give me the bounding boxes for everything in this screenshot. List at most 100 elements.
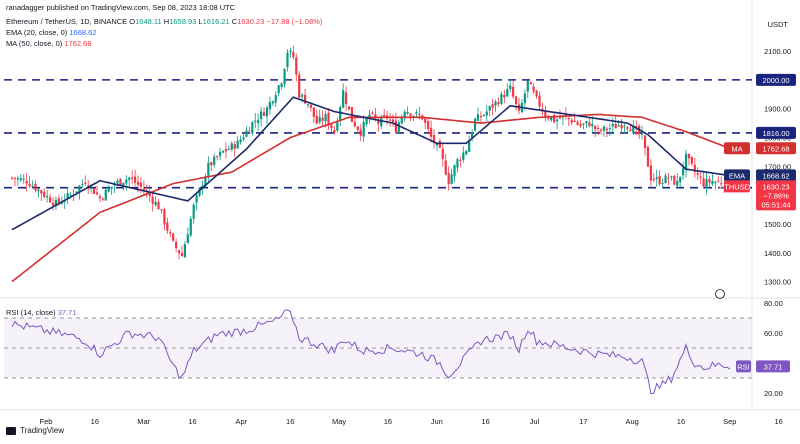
low-value: 1616.21 xyxy=(202,17,230,26)
indicator-value-badge xyxy=(756,180,796,211)
level-price-badge xyxy=(756,73,796,86)
candle-body xyxy=(347,106,351,110)
ema20-line xyxy=(11,96,731,231)
close-label: C xyxy=(231,17,238,26)
rsi-value-badge xyxy=(756,360,790,373)
candle-body xyxy=(391,119,395,123)
candle-body xyxy=(635,126,638,128)
price-axis-tick-label: 1500.00 xyxy=(764,220,791,229)
candle-body xyxy=(133,176,137,183)
candle-body xyxy=(75,191,78,193)
candle-body xyxy=(280,83,283,88)
time-axis-tick-label: 16 xyxy=(286,417,294,426)
rsi-name-badge xyxy=(736,360,751,373)
time-axis-tick-label: Jul xyxy=(530,417,540,426)
candle-body xyxy=(327,112,330,125)
candle-body xyxy=(189,218,192,236)
candle-body xyxy=(359,129,362,136)
candle-body xyxy=(298,74,301,98)
candle-body xyxy=(444,160,447,175)
indicator-value-badge xyxy=(756,142,796,155)
candle-body xyxy=(175,241,178,249)
candle-body xyxy=(585,121,588,124)
candle-body xyxy=(154,201,157,206)
rsi-legend-label: RSI (14, close) xyxy=(6,308,56,317)
rsi-axis-tick-label: 60.00 xyxy=(764,329,783,338)
open-value: 1648.11 xyxy=(135,17,162,26)
candle-body xyxy=(547,117,550,119)
candle-body xyxy=(177,250,181,254)
candle-body xyxy=(649,165,652,181)
candle-body xyxy=(46,195,49,198)
tradingview-logo[interactable]: TradingView xyxy=(6,426,64,435)
candle-body xyxy=(180,253,184,257)
time-axis-tick-label: May xyxy=(332,417,346,426)
candle-body xyxy=(514,96,518,105)
candle-body xyxy=(95,192,99,195)
candle-body xyxy=(122,182,125,186)
rsi-line xyxy=(11,309,731,395)
candle-body xyxy=(84,182,87,184)
time-axis-tick-label: 16 xyxy=(91,417,99,426)
candle-body xyxy=(673,175,676,185)
candle-body xyxy=(78,185,81,192)
candle-body xyxy=(37,189,40,192)
time-axis-tick-label: Aug xyxy=(625,417,638,426)
ema-legend-label: EMA (20, close, 0) xyxy=(6,28,68,37)
indicator-name-badge xyxy=(724,180,750,193)
time-axis-tick-label: Mar xyxy=(137,417,150,426)
candle-body xyxy=(491,104,494,108)
candle-body xyxy=(98,196,102,199)
candle-body xyxy=(512,86,515,97)
indicator-value-badge-text: 1668.62 xyxy=(762,171,789,180)
candle-body xyxy=(34,183,37,191)
candle-body xyxy=(254,120,257,122)
candle-body xyxy=(550,117,553,121)
candle-body xyxy=(324,114,327,122)
rsi-legend[interactable]: RSI (14, close) 37.71 xyxy=(6,308,76,317)
candle-body xyxy=(368,114,371,118)
ma-legend[interactable]: MA (50, close, 0) 1762.68 xyxy=(6,39,92,48)
indicator-name-badge xyxy=(724,169,750,182)
candle-body xyxy=(462,152,465,160)
candle-body xyxy=(488,106,491,111)
candle-body xyxy=(699,176,702,178)
open-label: O xyxy=(129,17,136,26)
candle-body xyxy=(400,116,403,124)
time-axis-tick-label: 16 xyxy=(774,417,782,426)
candle-body xyxy=(119,178,122,185)
candle-body xyxy=(239,139,242,143)
candle-body xyxy=(468,140,471,152)
indicator-name-badge-text: EMA xyxy=(729,171,745,180)
candle-body xyxy=(471,132,474,139)
candle-body xyxy=(605,128,609,131)
candle-body xyxy=(216,156,219,158)
candle-body xyxy=(640,133,644,135)
ma50-line xyxy=(11,113,731,283)
candle-body xyxy=(13,177,17,179)
candle-body xyxy=(260,111,263,120)
candle-body xyxy=(289,50,292,52)
candle-body xyxy=(101,198,104,200)
candle-body xyxy=(227,148,230,150)
candle-body xyxy=(303,94,307,104)
candle-body xyxy=(330,124,333,129)
candle-body xyxy=(544,111,547,117)
candle-body xyxy=(597,127,600,129)
candle-body xyxy=(714,181,717,183)
candle-body xyxy=(588,122,591,127)
candle-body xyxy=(283,68,286,85)
ema-legend[interactable]: EMA (20, close, 0) 1668.62 xyxy=(6,28,97,37)
candle-body xyxy=(16,178,19,180)
candle-body xyxy=(432,135,436,144)
change-value: −17.88 (−1.08%) xyxy=(266,17,323,26)
candle-body xyxy=(312,107,315,117)
candle-body xyxy=(139,182,143,187)
candle-body xyxy=(684,153,688,171)
candle-body xyxy=(409,113,412,117)
candle-body xyxy=(406,111,409,114)
time-axis-tick-label: 16 xyxy=(384,417,392,426)
candle-body xyxy=(629,129,632,132)
candle-body xyxy=(339,107,342,121)
